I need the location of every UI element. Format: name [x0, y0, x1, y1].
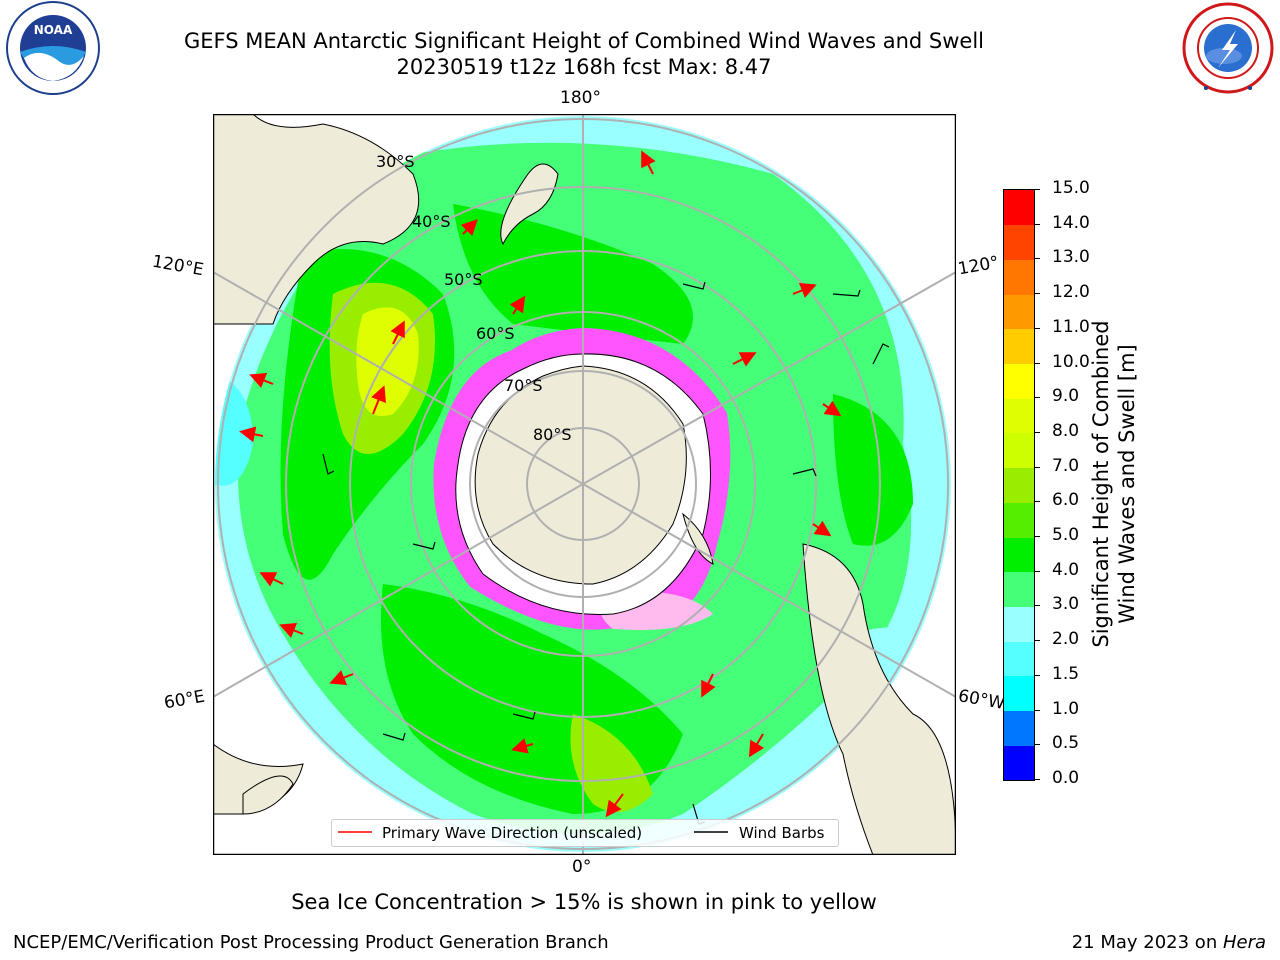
- colorbar-segment: [1004, 363, 1034, 399]
- colorbar-segment: [1004, 606, 1034, 642]
- colorbar-tick-label: 8.0: [1052, 420, 1080, 441]
- colorbar-tick-label: 4.0: [1052, 559, 1080, 580]
- colorbar-tick-mark: [1034, 744, 1040, 746]
- colorbar-tick-label: 1.0: [1052, 698, 1080, 719]
- lon-label-top: 180°: [560, 88, 601, 108]
- colorbar-tick-mark: [1034, 570, 1040, 572]
- colorbar-segment: [1004, 294, 1034, 330]
- lat-label-70s: 70°S: [504, 376, 543, 395]
- colorbar-tick-mark: [1034, 362, 1040, 364]
- colorbar-segment: [1004, 259, 1034, 295]
- colorbar-label-line1: Significant Height of Combined: [1089, 320, 1113, 648]
- colorbar-tick-label: 15.0: [1052, 178, 1090, 198]
- colorbar-segment: [1004, 745, 1034, 781]
- colorbar-tick-label: 9.0: [1052, 386, 1080, 407]
- lat-label-30s: 30°S: [376, 152, 415, 171]
- lat-label-50s: 50°S: [444, 270, 483, 289]
- south-america-land: [802, 543, 956, 855]
- colorbar-tick-label: 3.0: [1052, 594, 1080, 615]
- colorbar-tick-mark: [1034, 466, 1040, 468]
- antarctic-peninsula: [682, 512, 714, 565]
- colorbar-tick-label: 10.0: [1052, 351, 1090, 372]
- new-zealand-land: [500, 163, 559, 246]
- map-title: GEFS MEAN Antarctic Significant Height o…: [183, 29, 985, 53]
- colorbar-tick-label: 12.0: [1052, 282, 1090, 303]
- colorbar-segment: [1004, 571, 1034, 607]
- svg-text:NOAA: NOAA: [34, 23, 73, 37]
- colorbar-segment: [1004, 502, 1034, 538]
- nws-logo: [1178, 0, 1278, 100]
- colorbar-label: Significant Height of Combined Wind Wave…: [1088, 274, 1140, 694]
- wave-band-4-5m-east: [833, 394, 913, 546]
- colorbar-tick-mark: [1034, 258, 1040, 260]
- colorbar-tick-mark: [1034, 640, 1040, 642]
- lon-label-upper-right: 120°: [956, 252, 1001, 280]
- colorbar-tick-mark: [1034, 327, 1040, 329]
- noaa-logo: NOAA: [0, 0, 106, 106]
- lon-label-lower-right: 60°W: [956, 686, 1007, 714]
- colorbar-tick-label: 0.5: [1052, 733, 1080, 754]
- colorbar-tick-mark: [1034, 536, 1040, 538]
- madagascar-land: [242, 775, 294, 815]
- wave-height-map: [212, 113, 957, 856]
- footer-date-text: 21 May 2023 on: [1071, 932, 1223, 953]
- colorbar-segment: [1004, 328, 1034, 365]
- wind-barbs-legend-swatch: [694, 831, 728, 833]
- wave-band-5-6m-south: [570, 714, 653, 812]
- colorbar-segment: [1004, 467, 1034, 503]
- colorbar-label-line2: Wind Waves and Swell [m]: [1115, 344, 1139, 624]
- lat-label-60s: 60°S: [476, 324, 515, 343]
- map-subtitle: 20230519 t12z 168h fcst Max: 8.47: [396, 55, 772, 79]
- australia-land: [213, 114, 420, 325]
- wave-height-colorbar: [1003, 189, 1035, 781]
- colorbar-tick-label: 11.0: [1052, 316, 1090, 337]
- colorbar-tick-label: 2.0: [1052, 629, 1080, 650]
- colorbar-tick-mark: [1034, 293, 1040, 295]
- lon-label-upper-left: 120°E: [150, 251, 206, 281]
- colorbar-tick-mark: [1034, 223, 1040, 225]
- colorbar-segment: [1004, 224, 1034, 260]
- footer-host: Hera: [1222, 932, 1266, 953]
- colorbar-tick-label: 5.0: [1052, 525, 1080, 546]
- lat-label-80s: 80°S: [533, 425, 572, 444]
- colorbar-segment: [1004, 641, 1034, 677]
- colorbar-tick-mark: [1034, 501, 1040, 503]
- colorbar-segment: [1004, 432, 1034, 469]
- colorbar-tick-mark: [1034, 397, 1040, 399]
- colorbar-segment: [1004, 675, 1034, 712]
- colorbar-tick-mark: [1034, 431, 1040, 433]
- colorbar-tick-mark: [1034, 709, 1040, 711]
- colorbar-tick-mark: [1034, 779, 1040, 780]
- colorbar-segment: [1004, 537, 1034, 573]
- colorbar-tick-label: 13.0: [1052, 247, 1090, 268]
- lon-label-bottom: 0°: [572, 857, 592, 877]
- colorbar-segment: [1004, 710, 1034, 746]
- sea-ice-note: Sea Ice Concentration > 15% is shown in …: [291, 890, 877, 914]
- colorbar-tick-label: 1.5: [1052, 663, 1080, 684]
- wave-direction-legend-label: Primary Wave Direction (unscaled): [382, 824, 643, 842]
- colorbar-tick-label: 7.0: [1052, 455, 1080, 476]
- colorbar-tick-mark: [1034, 605, 1040, 607]
- longitude-gridlines: [213, 114, 956, 855]
- footer-date: 21 May 2023 on Hera: [1072, 932, 1266, 953]
- colorbar-segment: [1004, 190, 1034, 226]
- lat-label-40s: 40°S: [412, 212, 451, 231]
- colorbar-tick-label: 6.0: [1052, 490, 1080, 511]
- lon-label-lower-left: 60°E: [162, 686, 207, 714]
- colorbar-tick-label: 14.0: [1052, 212, 1090, 233]
- wave-direction-legend-swatch: [338, 831, 372, 833]
- colorbar-segment: [1004, 398, 1034, 434]
- footer-branch: NCEP/EMC/Verification Post Processing Pr…: [13, 932, 609, 953]
- colorbar-tick-mark: [1034, 189, 1040, 190]
- wave-direction-arrows: [239, 150, 842, 818]
- colorbar-tick-mark: [1034, 674, 1040, 676]
- wind-barbs-legend-label: Wind Barbs: [739, 824, 825, 842]
- map-legend: Primary Wave Direction (unscaled) Wind B…: [331, 819, 839, 847]
- colorbar-tick-label: 0.0: [1052, 768, 1080, 788]
